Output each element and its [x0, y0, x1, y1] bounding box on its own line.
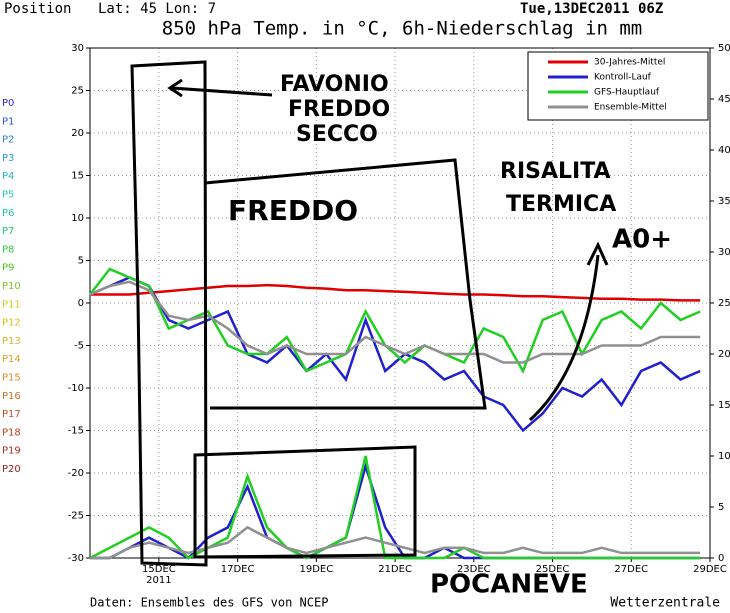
chart-title: 850 hPa Temp. in °C, 6h-Niederschlag in …	[162, 18, 642, 40]
member-label: P6	[2, 208, 14, 219]
member-label: P16	[2, 391, 21, 402]
y2-tick-label: 5	[718, 502, 724, 513]
annotation: A0+	[612, 225, 672, 255]
position-label: Position	[4, 1, 71, 17]
footer-brand: Wetterzentrale	[610, 596, 720, 610]
x-tick-label: 15DEC	[142, 564, 176, 575]
member-label: P3	[2, 153, 14, 164]
y-tick-label: 15	[71, 171, 84, 182]
y2-tick-label: 50	[718, 43, 730, 54]
member-label: P10	[2, 281, 21, 292]
y2-tick-label: 15	[718, 400, 730, 411]
x-tick-label: 17DEC	[221, 564, 255, 575]
annotation: POCANEVE	[430, 570, 588, 600]
annotation-arrow	[167, 78, 273, 98]
member-label: P14	[2, 354, 21, 365]
member-label: P4	[2, 171, 14, 182]
annotation: TERMICA	[506, 192, 616, 217]
member-label: P19	[2, 446, 21, 457]
run-label: Tue,13DEC2011 06Z	[520, 1, 663, 17]
y-tick-label: 20	[71, 128, 84, 139]
member-label: P15	[2, 373, 21, 384]
y-tick-label: -15	[68, 426, 84, 437]
y-tick-label: -10	[68, 383, 84, 394]
precip-line	[89, 455, 701, 560]
legend-label: Ensemble-Mittel	[594, 103, 667, 113]
y-tick-label: -30	[68, 553, 84, 564]
x-tick-label: 23DEC	[457, 564, 491, 575]
member-label: P7	[2, 226, 14, 237]
member-label: P2	[2, 135, 14, 146]
precip-line	[90, 525, 701, 560]
y2-tick-label: 0	[718, 553, 724, 564]
legend-label: 30-Jahres-Mittel	[594, 58, 665, 68]
member-label: P8	[2, 244, 14, 255]
annotation-box	[193, 445, 417, 559]
x-tick-label: 21DEC	[378, 564, 412, 575]
x-tick-label: 29DEC	[693, 564, 727, 575]
annotation-box	[130, 60, 208, 567]
y2-tick-label: 25	[718, 298, 730, 309]
y2-tick-label: 30	[718, 247, 730, 258]
temp-line	[89, 276, 701, 433]
x-year-label: 2011	[146, 575, 171, 586]
y-tick-label: 0	[78, 298, 84, 309]
legend-label: GFS-Hauptlauf	[594, 88, 660, 98]
y-tick-label: 30	[71, 43, 84, 54]
y-tick-label: -20	[68, 468, 84, 479]
x-tick-label: 19DEC	[299, 564, 333, 575]
member-label: P11	[2, 299, 21, 310]
y-tick-label: -5	[74, 341, 84, 352]
annotation: FAVONIO	[280, 72, 389, 97]
annotation-arrow	[528, 241, 609, 422]
member-label: P1	[2, 116, 14, 127]
temp-line	[89, 280, 701, 364]
annotation: SECCO	[296, 122, 378, 147]
location-label: Lat: 45 Lon: 7	[98, 1, 216, 17]
annotation: FREDDO	[288, 97, 390, 122]
member-label: P12	[2, 318, 21, 329]
annotation-box	[204, 158, 487, 410]
y2-tick-label: 40	[718, 145, 730, 156]
y2-tick-label: 45	[718, 94, 730, 105]
annotation: RISALITA	[500, 159, 611, 184]
member-label: P20	[2, 464, 21, 475]
y-tick-label: 5	[78, 256, 84, 267]
y-tick-label: -25	[68, 511, 84, 522]
member-label: P5	[2, 190, 14, 201]
y2-tick-label: 10	[718, 451, 730, 462]
footer-source: Daten: Ensembles des GFS von NCEP	[90, 596, 328, 610]
member-label: P17	[2, 409, 21, 420]
member-label: P18	[2, 427, 21, 438]
member-label: P13	[2, 336, 21, 347]
member-label: P9	[2, 263, 14, 274]
member-label: P0	[2, 98, 14, 109]
y2-tick-label: 20	[718, 349, 730, 360]
x-tick-label: 25DEC	[536, 564, 570, 575]
annotation: FREDDO	[228, 194, 358, 227]
y-tick-label: 10	[71, 213, 84, 224]
temp-line	[90, 283, 701, 302]
y-tick-label: 25	[71, 86, 84, 97]
legend-label: Kontroll-Lauf	[594, 73, 652, 83]
y2-tick-label: 35	[718, 196, 730, 207]
x-tick-label: 27DEC	[614, 564, 648, 575]
